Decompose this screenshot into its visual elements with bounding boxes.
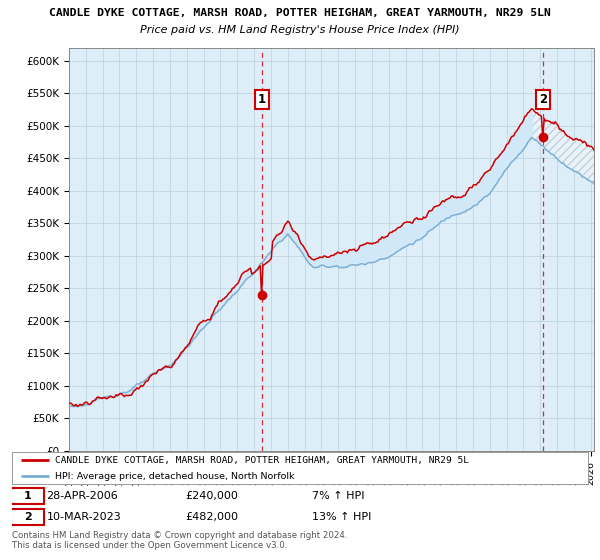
FancyBboxPatch shape <box>11 508 44 525</box>
Text: CANDLE DYKE COTTAGE, MARSH ROAD, POTTER HEIGHAM, GREAT YARMOUTH, NR29 5LN: CANDLE DYKE COTTAGE, MARSH ROAD, POTTER … <box>49 8 551 18</box>
FancyBboxPatch shape <box>11 488 44 505</box>
Text: £482,000: £482,000 <box>185 512 238 522</box>
Text: 1: 1 <box>257 93 266 106</box>
Text: 2: 2 <box>539 93 547 106</box>
Text: HPI: Average price, detached house, North Norfolk: HPI: Average price, detached house, Nort… <box>55 472 295 481</box>
Text: Price paid vs. HM Land Registry's House Price Index (HPI): Price paid vs. HM Land Registry's House … <box>140 25 460 35</box>
Text: 28-APR-2006: 28-APR-2006 <box>47 491 118 501</box>
Text: 2: 2 <box>23 512 31 522</box>
Text: 1: 1 <box>23 491 31 501</box>
Text: 7% ↑ HPI: 7% ↑ HPI <box>311 491 364 501</box>
Text: £240,000: £240,000 <box>185 491 238 501</box>
Text: 10-MAR-2023: 10-MAR-2023 <box>47 512 121 522</box>
Text: 13% ↑ HPI: 13% ↑ HPI <box>311 512 371 522</box>
Text: Contains HM Land Registry data © Crown copyright and database right 2024.
This d: Contains HM Land Registry data © Crown c… <box>12 531 347 550</box>
Text: CANDLE DYKE COTTAGE, MARSH ROAD, POTTER HEIGHAM, GREAT YARMOUTH, NR29 5L: CANDLE DYKE COTTAGE, MARSH ROAD, POTTER … <box>55 455 469 465</box>
